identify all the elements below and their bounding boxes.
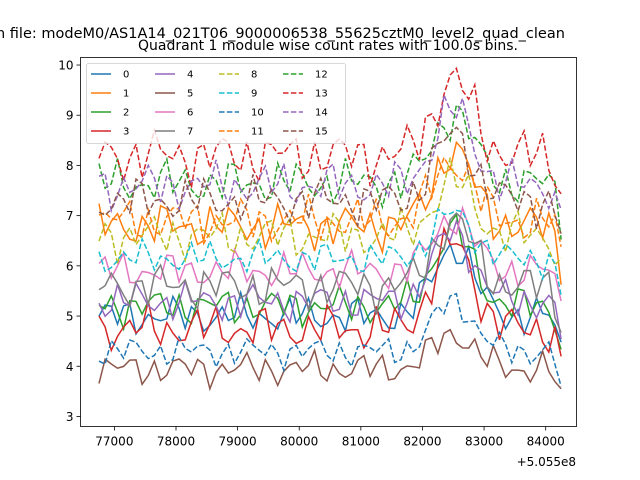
y-tick-label: 5 bbox=[66, 310, 74, 324]
series-line-8 bbox=[98, 157, 562, 267]
legend-label-7: 7 bbox=[187, 127, 193, 138]
figure-suptitle: n file: modeM0/AS1A14_021T06_9000006538_… bbox=[0, 26, 565, 42]
x-tick-label: 80000 bbox=[280, 435, 318, 449]
y-axis: 3 4 5 6 7 8 9 10 bbox=[58, 59, 81, 424]
chart-title: Quadrant 1 module wise count rates with … bbox=[138, 38, 518, 54]
y-tick-label: 7 bbox=[66, 209, 74, 223]
legend-label-3: 3 bbox=[123, 127, 129, 138]
x-tick-label: 77000 bbox=[95, 435, 133, 449]
x-tick-label: 81000 bbox=[342, 435, 380, 449]
x-axis: 77000 78000 79000 80000 81000 82000 83000 84000 bbox=[95, 426, 565, 449]
legend-label-11: 11 bbox=[251, 127, 264, 138]
series-line-3 bbox=[98, 225, 562, 357]
x-tick-label: 82000 bbox=[403, 435, 441, 449]
series-line-2 bbox=[98, 212, 562, 350]
y-tick-label: 8 bbox=[66, 159, 74, 173]
legend-label-4: 4 bbox=[187, 70, 193, 81]
legend-label-6: 6 bbox=[187, 108, 193, 119]
legend-label-1: 1 bbox=[123, 89, 129, 100]
y-tick-label: 6 bbox=[66, 259, 74, 273]
legend-label-2: 2 bbox=[123, 108, 129, 119]
series-line-10 bbox=[98, 292, 562, 387]
y-tick-label: 4 bbox=[66, 360, 74, 374]
series-line-15 bbox=[98, 126, 562, 234]
series-line-11 bbox=[98, 155, 562, 247]
series-line-12 bbox=[98, 103, 562, 240]
series-line-1 bbox=[98, 140, 562, 285]
series-line-14 bbox=[98, 92, 562, 214]
x-tick-label: 78000 bbox=[157, 435, 195, 449]
legend-label-12: 12 bbox=[315, 70, 328, 81]
legend-label-0: 0 bbox=[123, 70, 129, 81]
x-offset-label: +5.055e8 bbox=[517, 455, 576, 469]
x-tick-label: 79000 bbox=[219, 435, 257, 449]
legend-label-10: 10 bbox=[251, 108, 264, 119]
series-line-7 bbox=[98, 212, 562, 333]
legend-label-9: 9 bbox=[251, 89, 257, 100]
series-line-6 bbox=[98, 205, 562, 302]
x-tick-label: 84000 bbox=[527, 435, 565, 449]
y-tick-label: 9 bbox=[66, 109, 74, 123]
series-line-0 bbox=[98, 242, 562, 343]
series-lines bbox=[98, 66, 562, 392]
series-line-13 bbox=[98, 66, 562, 195]
y-tick-label: 10 bbox=[58, 59, 73, 73]
legend-label-13: 13 bbox=[315, 89, 328, 100]
legend-label-14: 14 bbox=[315, 108, 328, 119]
legend-label-15: 15 bbox=[315, 127, 328, 138]
series-line-4 bbox=[98, 218, 562, 340]
series-line-5 bbox=[98, 328, 562, 392]
axes-frame bbox=[80, 57, 577, 427]
legend-frame bbox=[86, 63, 346, 144]
x-tick-label: 83000 bbox=[465, 435, 503, 449]
legend-label-8: 8 bbox=[251, 70, 257, 81]
series-line-9 bbox=[98, 207, 562, 296]
y-tick-label: 3 bbox=[66, 410, 74, 424]
legend-label-5: 5 bbox=[187, 89, 193, 100]
